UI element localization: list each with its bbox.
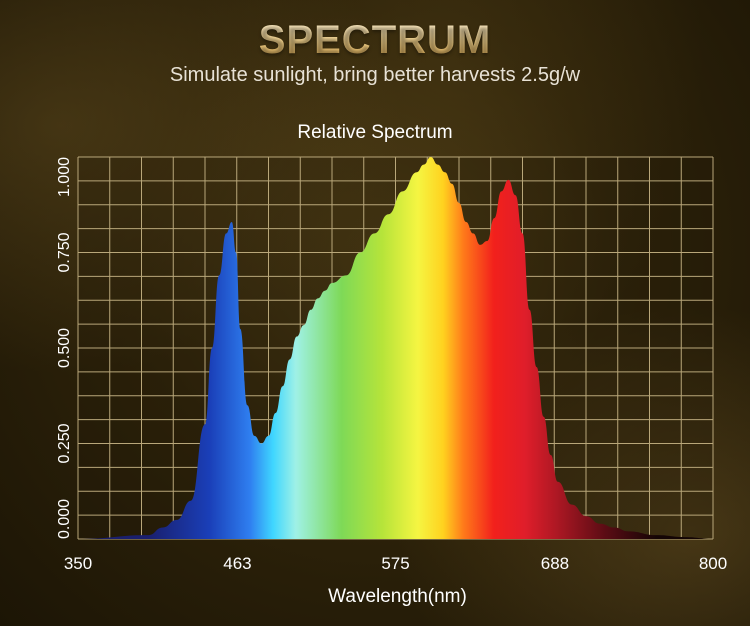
x-tick-label: 575: [381, 554, 409, 573]
x-tick-labels: 350 463 575 688 800: [64, 554, 727, 573]
x-axis-title: Wavelength(nm): [328, 586, 467, 607]
y-tick-label: 0.500: [56, 328, 73, 368]
x-tick-label: 688: [541, 554, 569, 573]
y-tick-label: 0.000: [56, 499, 73, 539]
chart-title: Relative Spectrum: [297, 122, 453, 143]
y-tick-label: 0.750: [56, 232, 73, 272]
x-tick-label: 463: [223, 554, 251, 573]
y-tick-label: 1.000: [56, 157, 73, 197]
y-tick-label: 0.250: [56, 423, 73, 463]
page-subtitle: Simulate sunlight, bring better harvests…: [169, 64, 581, 86]
x-tick-label: 800: [699, 554, 727, 573]
page-title: SPECTRUM: [0, 18, 750, 63]
y-tick-labels: 0.000 0.250 0.500 0.750 1.000: [56, 157, 73, 539]
spectrum-area: [78, 157, 713, 539]
x-tick-label: 350: [64, 554, 92, 573]
